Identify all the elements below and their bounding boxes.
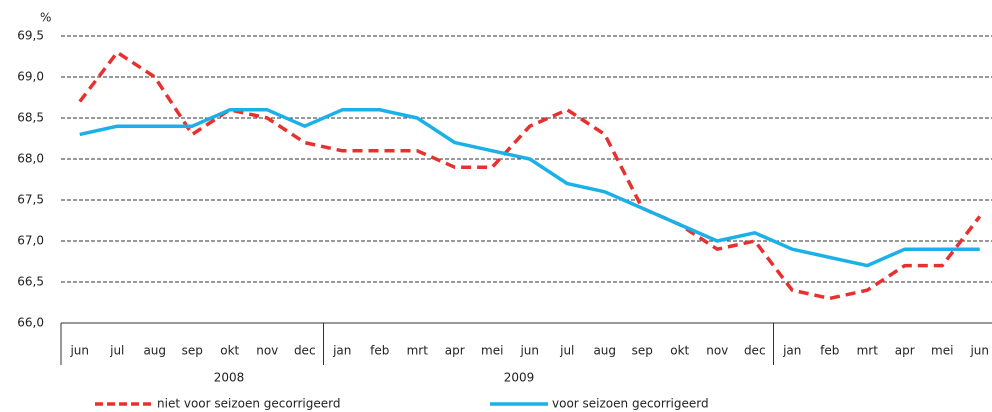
legend-label: voor seizoen gecorrigeerd [552,397,709,411]
y-tick-label: 69,5 [17,29,44,43]
series-line [78,50,982,301]
y-unit: % [40,11,51,25]
x-tick-label: nov [256,344,278,358]
y-tick-label: 66,5 [17,275,44,289]
x-tick-label: apr [445,344,465,358]
x-tick-label: sep [632,344,653,358]
x-tick-label: aug [593,344,616,358]
x-tick-label: jan [332,344,351,358]
legend-label: niet voor seizoen gecorrigeerd [157,397,340,411]
x-tick-label: dec [294,344,316,358]
y-tick-label: 66,0 [17,316,44,330]
x-tick-label: feb [820,344,839,358]
x-tick-label: jul [559,344,574,358]
x-tick-label: mei [931,344,953,358]
x-tick-label: jun [69,344,89,358]
year-label: 2009 [504,371,535,385]
series-line [79,108,980,268]
y-tick-label: 67,0 [17,234,44,248]
y-tick-label: 68,5 [17,111,44,125]
x-tick-label: mrt [407,344,429,358]
x-tick-label: jun [969,344,989,358]
x-tick-label: feb [370,344,389,358]
x-tick-label: okt [670,344,689,358]
x-tick-label: okt [220,344,239,358]
x-tick-label: mrt [857,344,879,358]
year-label: 2008 [214,371,245,385]
y-tick-label: 67,5 [17,193,44,207]
x-tick-label: mei [481,344,503,358]
y-tick-label: 69,0 [17,70,44,84]
x-tick-label: aug [143,344,166,358]
x-tick-label: sep [182,344,203,358]
x-tick-label: dec [744,344,766,358]
x-tick-label: jan [782,344,801,358]
x-tick-label: apr [895,344,915,358]
x-tick-label: jul [109,344,124,358]
y-tick-label: 68,0 [17,152,44,166]
x-tick-label: nov [706,344,728,358]
x-tick-label: jun [519,344,539,358]
